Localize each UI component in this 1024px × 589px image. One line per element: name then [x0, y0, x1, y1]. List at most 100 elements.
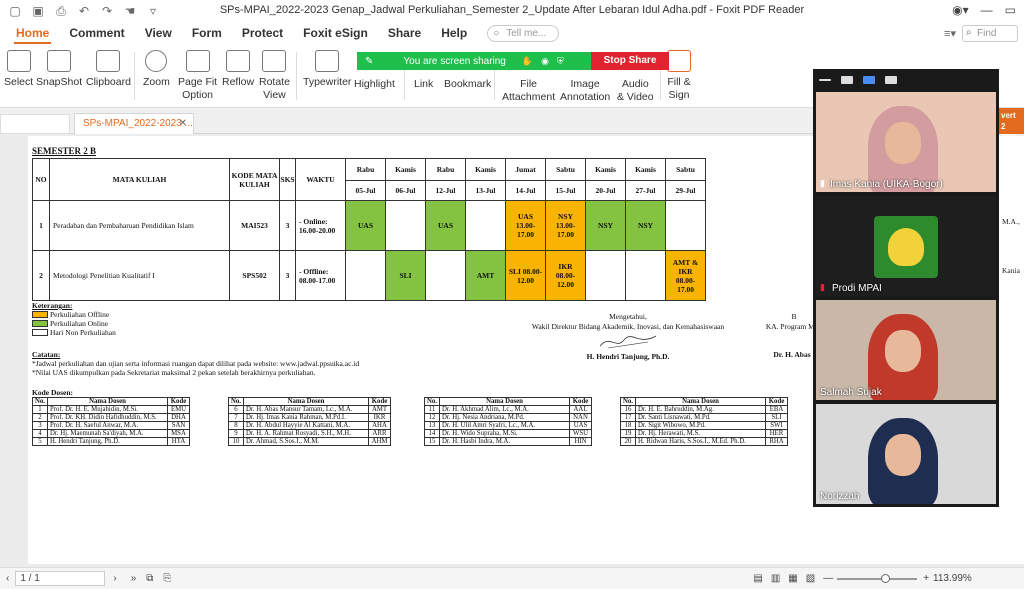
next-page-icon[interactable]: › [113, 573, 117, 584]
account-icon[interactable]: ◉▾ [952, 3, 969, 17]
kode-dosen-table: No. Nama Dosen Kode 11 Dr. H. Akhmad Alim, L… [423, 397, 593, 446]
kode-dosen-row: 20 H. Ridwan Haris, S.Sos.I., M.Ed. Ph.D.… [619, 437, 789, 446]
dosen-no: 2 [31, 413, 49, 422]
highlight-tool[interactable]: Highlight [354, 78, 395, 90]
semester-heading: SEMESTER 2 B [32, 146, 97, 156]
participant-video-tile[interactable]: Prodi MPAI ▮ [816, 196, 996, 296]
single-page-icon[interactable]: ▤ [753, 573, 763, 584]
redo-icon[interactable]: ↷ [101, 3, 113, 18]
hand-tool-icon[interactable]: ☚ [124, 3, 136, 18]
gallery-view-icon[interactable] [885, 76, 897, 84]
participant-silhouette [868, 314, 938, 400]
stop-share-button[interactable]: Stop Share [591, 52, 669, 70]
menu-tab-form[interactable]: Form [191, 26, 222, 40]
clipboard-tool[interactable]: Clipboard [86, 50, 131, 89]
record-icon[interactable]: ◉ [541, 55, 549, 66]
fill-sign-tool[interactable]: Fill & Sign [667, 50, 691, 102]
university-logo [874, 216, 938, 278]
schedule-cell [385, 200, 426, 251]
extract-icon[interactable]: ⎘ [163, 573, 172, 584]
participant-video-tile[interactable]: Salmah Sujak [816, 300, 996, 400]
menu-tab-share[interactable]: Share [387, 26, 422, 40]
undo-icon[interactable]: ↶ [78, 3, 90, 18]
screen-share-bar: ✎ You are screen sharing ✋ ◉ ⛨ [357, 52, 591, 70]
cursor-icon [6, 50, 31, 72]
zoom-slider-thumb[interactable] [881, 573, 891, 583]
header-mata-kuliah: MATA KULIAH [49, 158, 230, 201]
zoom-slider[interactable] [837, 573, 918, 583]
schedule-cell [425, 250, 466, 301]
dosen-name: Prof. Dr. H. Saeful Anwar, M.A. [47, 421, 169, 430]
header-sks: SKS [279, 158, 296, 201]
print-icon[interactable]: ⎙ [56, 3, 66, 18]
menu-tab-foxit-esign[interactable]: Foxit eSign [303, 26, 368, 40]
prev-page-icon[interactable]: ‹ [6, 573, 10, 584]
dosen-code: ARR [368, 429, 392, 438]
dosen-name: Dr. Sigit Wibowo, M.Pd. [635, 421, 767, 430]
reflow-tool[interactable]: Reflow [222, 50, 254, 89]
zoom-in-icon[interactable]: + [923, 573, 930, 584]
audio-video-tool[interactable]: Audio & Video [617, 78, 654, 103]
typewriter-tool[interactable]: Typewriter [303, 50, 351, 89]
schedule-cell [585, 250, 626, 301]
participant-video-tile[interactable]: Norizzah [816, 404, 996, 504]
save-icon[interactable]: ▣ [32, 3, 44, 18]
document-tab[interactable]: SPs-MPAI_2022-2023 ... ✕ [74, 113, 194, 134]
zoom-tool[interactable]: Zoom [143, 50, 170, 89]
continuous-icon[interactable]: ▥ [770, 573, 781, 584]
rotate-view-tool[interactable]: Rotate View [259, 50, 290, 102]
strip-view-icon[interactable] [863, 76, 875, 84]
tell-me-search[interactable]: Tell me... [487, 24, 560, 42]
pointer-icon[interactable]: ✋ [521, 55, 534, 66]
menu-tab-comment[interactable]: Comment [69, 26, 125, 40]
link-tool[interactable]: Link [414, 78, 434, 90]
find-input[interactable]: Find [962, 25, 1018, 42]
select-tool[interactable]: Select [4, 50, 33, 89]
customize-dropdown-icon[interactable]: ▿ [149, 3, 157, 18]
minimize-panel-icon[interactable] [819, 79, 831, 81]
schedule-cell [345, 250, 386, 301]
page-fit-tool[interactable]: Page Fit Option [178, 50, 217, 102]
dosen-code: IKR [368, 413, 392, 422]
kode-dosen-row: 4 Dr. Hj. Maemunah Sa'diyah, M.A. MSA [31, 429, 191, 438]
kode-dosen-row: 19 Dr. Hj. Herawati, M.S. HER [619, 429, 789, 438]
view-options-icon[interactable]: ≡▾ [944, 28, 956, 40]
page-layout-icon[interactable]: ⧉ [146, 573, 154, 584]
day-header: Kamis [385, 158, 426, 181]
cover-icon[interactable]: ▧ [805, 573, 816, 584]
maximize-icon[interactable]: ▭ [1004, 3, 1016, 17]
menu-tab-protect[interactable]: Protect [241, 26, 284, 40]
last-page-icon[interactable]: » [130, 573, 137, 584]
dosen-name: Dr. H. Wido Supraha, M.Si. [439, 429, 571, 438]
image-annotation-tool[interactable]: Image Annotation [560, 78, 611, 103]
microphone-icon: ▮ [820, 178, 825, 188]
convert-banner[interactable]: vert 2 JPG [999, 108, 1024, 142]
dosen-no: 13 [423, 421, 441, 430]
zoom-out-icon[interactable]: — [823, 573, 834, 584]
facing-icon[interactable]: ▦ [788, 573, 798, 584]
bookmark-tool[interactable]: Bookmark [444, 78, 492, 90]
kode-dosen-table: No. Nama Dosen Kode 16 Dr. H. E. Bahruddin, … [619, 397, 789, 446]
menu-tab-home[interactable]: Home [6, 22, 59, 44]
zoom-icon [145, 50, 168, 72]
menu-tab-help[interactable]: Help [441, 26, 468, 40]
kode-dosen-row: 7 Dr. Hj. Imas Kania Rahman, M.Pd.I. IKR [227, 413, 392, 422]
security-icon[interactable]: ⛨ [556, 55, 564, 66]
menu-tab-view[interactable]: View [144, 26, 172, 40]
page-number-input[interactable]: 1 / 1 [15, 571, 106, 586]
schedule-cell [665, 200, 706, 251]
close-tab-icon[interactable]: ✕ [178, 118, 187, 129]
speaker-view-icon[interactable] [841, 76, 853, 84]
snapshot-tool[interactable]: SnapShot [36, 50, 82, 89]
start-tab[interactable] [0, 114, 70, 134]
participant-name: Norizzah [820, 491, 860, 502]
signature-block-2: KA. Program Ma Dr. H. Abas [765, 322, 819, 359]
file-attachment-tool[interactable]: File Attachment [502, 78, 556, 103]
participant-video-tile[interactable]: Imas Kania (UIKA-Bogor) ▮ [816, 92, 996, 192]
kode-header-no: No. [227, 397, 245, 406]
zoom-level-dropdown[interactable]: 113.99% [933, 573, 972, 584]
minimize-icon[interactable]: — [980, 3, 993, 17]
dosen-code: SLI [765, 413, 789, 422]
schedule-cell: UAS [425, 200, 466, 251]
cell-no: 1 [32, 200, 50, 251]
